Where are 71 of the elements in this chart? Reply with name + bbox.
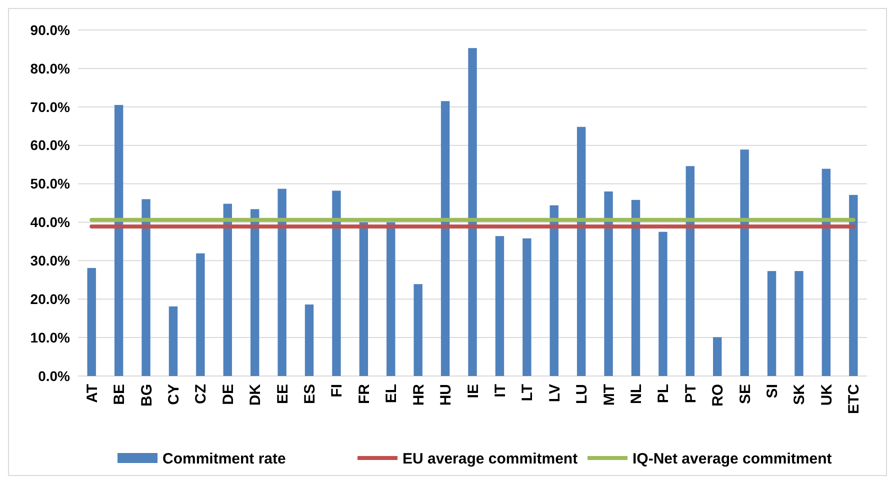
bar [631,200,640,376]
x-tick-label: ES [302,384,319,404]
bar [767,271,776,376]
bar [822,168,831,376]
x-tick-label: PL [655,384,672,404]
x-tick-label: MT [600,384,618,406]
bar [223,204,232,376]
bar [87,268,96,376]
x-tick-label: HR [410,384,428,406]
bar [740,150,749,376]
x-tick-label: AT [84,384,101,403]
x-tick-label: UK [818,384,836,406]
bar [468,48,477,376]
bar [440,101,450,376]
y-tick-label: 50.0% [30,176,71,192]
x-tick-label: BG [138,384,156,406]
x-tick-label: ETC [846,384,863,414]
x-tick-label: DE [220,384,237,405]
bar [196,253,205,376]
bar [114,104,124,376]
y-tick-label: 60.0% [30,137,71,154]
y-tick-label: 80.0% [30,60,71,76]
x-tick-label: DK [247,384,264,406]
x-tick-label: EL [383,384,400,404]
bar [713,337,722,376]
x-tick-label: IE [464,384,482,398]
x-tick-label: LU [574,384,591,404]
x-tick-label: CZ [192,384,210,404]
legend-label: IQ-Net average commitment [632,450,832,468]
x-tick-label: EE [274,384,292,404]
bar [849,194,858,376]
x-tick-label: PT [682,384,700,404]
bar [522,238,532,376]
legend-label: EU average commitment [402,450,578,468]
bar [332,190,341,376]
x-tick-label: LT [519,384,536,402]
x-tick-label: NL [628,384,645,404]
x-tick-label: IT [492,384,509,398]
x-tick-label: FI [328,384,346,398]
x-tick-label: SK [791,384,808,405]
bar [794,271,804,376]
legend-label: Commitment rate [162,450,286,468]
y-tick-label: 70.0% [30,98,71,115]
x-tick-label: LV [546,384,564,402]
bar [576,126,586,376]
x-tick-label: SI [764,384,782,398]
bar [495,236,504,376]
bar [250,209,260,376]
y-tick-label: 0.0% [38,368,71,384]
bar [304,304,314,376]
y-tick-label: 30.0% [30,252,71,269]
bar [550,205,558,376]
x-tick-label: HU [438,384,455,406]
bar [142,199,150,376]
x-tick-label: RO [710,384,727,406]
bar [604,191,613,376]
bar [686,166,695,376]
bar [658,232,668,376]
bar [386,222,396,376]
bar [278,188,286,376]
y-tick-label: 10.0% [30,329,71,346]
y-tick-label: 40.0% [30,214,71,230]
x-tick-label: FR [356,384,373,404]
y-tick-label: 20.0% [30,291,71,308]
x-tick-label: BE [111,384,128,405]
bar [168,306,178,376]
x-tick-label: SE [736,384,754,404]
bar [414,284,422,376]
y-tick-label: 90.0% [30,22,71,38]
bar [359,222,368,376]
x-tick-label: CY [165,384,182,405]
